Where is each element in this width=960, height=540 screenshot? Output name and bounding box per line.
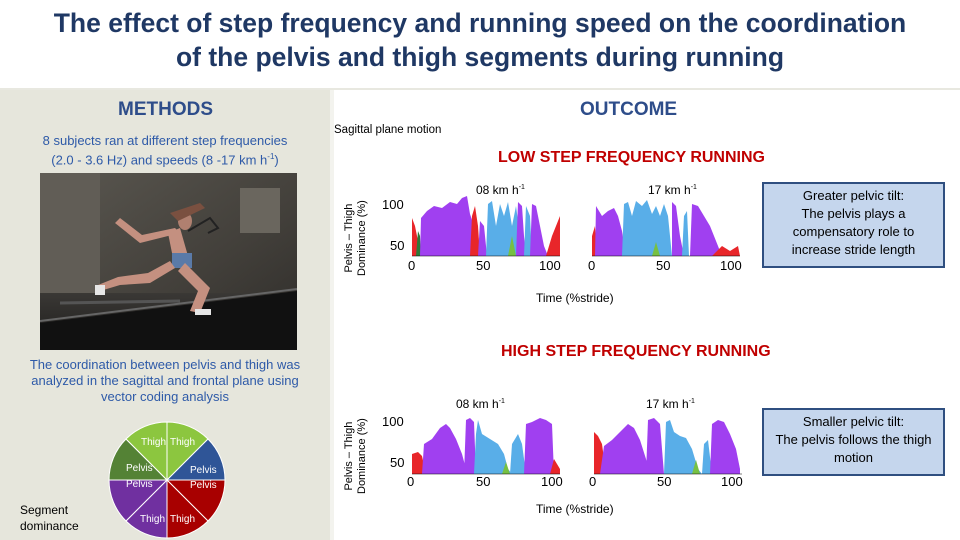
- high-speed-17-text: 17 km h: [646, 397, 689, 411]
- segment-dominance-wheel: [108, 421, 226, 539]
- low-callout-line-3: compensatory role to: [792, 224, 915, 239]
- methods-analysis: The coordination between pelvis and thig…: [0, 357, 330, 405]
- wheel-label-thigh-1: Thigh: [141, 437, 167, 448]
- plane-label: Sagittal plane motion: [334, 124, 442, 136]
- high-08-dominance-plot: [412, 418, 560, 475]
- high-speed-08-sup: -1: [498, 398, 505, 405]
- low-a-xtick-50: 50: [476, 258, 491, 273]
- high-callout-line-1: Smaller pelvic tilt:: [802, 414, 905, 429]
- high-callout-line-3: motion: [833, 450, 874, 465]
- wheel-legend-line-2: dominance: [20, 519, 79, 533]
- high-b-xtick-50: 50: [657, 474, 672, 489]
- low-frequency-callout: Greater pelvic tilt: The pelvis plays a …: [762, 182, 945, 268]
- low-speed-17-sup: -1: [690, 184, 697, 191]
- low-b-xtick-50: 50: [656, 258, 671, 273]
- low-speed-08-text: 08 km h: [476, 183, 519, 197]
- high-a-xtick-50: 50: [476, 474, 491, 489]
- wheel-label-thigh-2: Thigh: [170, 437, 196, 448]
- high-b-xtick-0: 0: [589, 474, 597, 489]
- low-callout-line-2: The pelvis plays a: [801, 206, 906, 221]
- intro-text: (2.0 - 3.6 Hz) and speeds (8 -17 km h: [51, 152, 268, 168]
- low-ylabel: Pelvis – Thigh Dominance (%): [343, 200, 369, 276]
- low-speed-17-text: 17 km h: [648, 183, 691, 197]
- high-xlabel: Time (%stride): [536, 502, 614, 516]
- high-a-xtick-100: 100: [541, 474, 563, 489]
- low-17-dominance-plot: [592, 200, 740, 257]
- high-ytick-100: 100: [382, 414, 404, 429]
- high-ylabel-line-2: Dominance (%): [356, 418, 368, 494]
- high-b-xtick-100: 100: [721, 474, 743, 489]
- low-ytick-50: 50: [390, 238, 405, 253]
- intro-close: ): [274, 152, 279, 168]
- runner-photo: [40, 173, 297, 350]
- wheel-label-pelvis-4: Pelvis: [190, 480, 217, 491]
- low-speed-08-label: 08 km h-1: [476, 183, 525, 197]
- wheel-legend: Segment dominance: [20, 502, 79, 534]
- high-frequency-callout: Smaller pelvic tilt: The pelvis follows …: [762, 408, 945, 476]
- high-speed-17-sup: -1: [688, 398, 695, 405]
- high-a-xtick-0: 0: [407, 474, 415, 489]
- high-ytick-50: 50: [390, 455, 405, 470]
- header-divider: [0, 88, 960, 90]
- outcome-heading: OUTCOME: [580, 99, 678, 120]
- title-line-2: of the pelvis and thigh segments during …: [175, 42, 785, 72]
- intro-superscript: -1: [267, 152, 275, 161]
- title-line-1: The effect of step frequency and running…: [53, 8, 907, 38]
- high-callout-line-2: The pelvis follows the thigh: [775, 432, 932, 447]
- wheel-label-pelvis-1: Pelvis: [126, 463, 153, 474]
- low-b-xtick-0: 0: [588, 258, 596, 273]
- low-ytick-100: 100: [382, 197, 404, 212]
- high-17-dominance-plot: [594, 418, 742, 475]
- low-a-xtick-100: 100: [539, 258, 561, 273]
- wheel-sector-light-green: [125, 421, 168, 482]
- high-speed-08-label: 08 km h-1: [456, 397, 505, 411]
- low-speed-08-sup: -1: [518, 184, 525, 191]
- methods-intro: 8 subjects ran at different step frequen…: [0, 133, 330, 168]
- low-a-xtick-0: 0: [408, 258, 416, 273]
- low-speed-17-label: 17 km h-1: [648, 183, 697, 197]
- wheel-label-thigh-4: Thigh: [170, 514, 196, 525]
- high-frequency-title: HIGH STEP FREQUENCY RUNNING: [501, 343, 771, 360]
- wheel-label-pelvis-2: Pelvis: [190, 465, 217, 476]
- high-ylabel-line-1: Pelvis – Thigh: [343, 421, 355, 491]
- high-speed-17-label: 17 km h-1: [646, 397, 695, 411]
- panel-divider: [330, 90, 334, 540]
- treadmill-scene-image: [40, 173, 297, 350]
- poster-title: The effect of step frequency and running…: [0, 6, 960, 74]
- wheel-legend-line-1: Segment: [20, 503, 69, 517]
- methods-heading: METHODS: [118, 99, 213, 120]
- low-08-dominance-plot: [412, 196, 560, 257]
- analysis-line-3: vector coding analysis: [101, 389, 229, 404]
- analysis-line-1: The coordination between pelvis and thig…: [29, 357, 301, 372]
- low-ylabel-line-2: Dominance (%): [356, 200, 368, 276]
- low-b-xtick-100: 100: [720, 258, 742, 273]
- low-frequency-title: LOW STEP FREQUENCY RUNNING: [498, 149, 765, 166]
- low-xlabel: Time (%stride): [536, 291, 614, 305]
- analysis-line-2: analyzed in the sagittal and frontal pla…: [31, 373, 299, 388]
- high-speed-08-text: 08 km h: [456, 397, 499, 411]
- high-ylabel: Pelvis – Thigh Dominance (%): [343, 418, 369, 494]
- methods-intro-line-2: (2.0 - 3.6 Hz) and speeds (8 -17 km h-1): [0, 149, 330, 168]
- methods-intro-line-1: 8 subjects ran at different step frequen…: [42, 133, 288, 148]
- wheel-label-pelvis-3: Pelvis: [126, 479, 153, 490]
- wheel-label-thigh-3: Thigh: [140, 514, 166, 525]
- low-callout-line-1: Greater pelvic tilt:: [802, 188, 905, 203]
- low-callout-line-4: increase stride length: [791, 242, 916, 257]
- low-ylabel-line-1: Pelvis – Thigh: [343, 203, 355, 273]
